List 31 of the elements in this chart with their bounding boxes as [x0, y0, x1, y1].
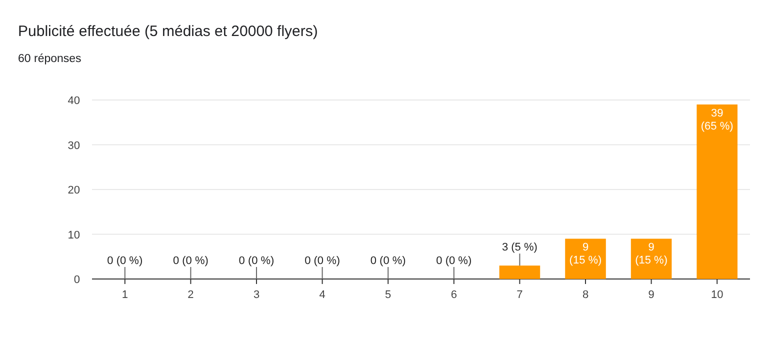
y-tick-label: 40 — [68, 95, 80, 107]
x-tick-label: 8 — [582, 289, 589, 301]
x-tick-label: 1 — [122, 289, 128, 301]
x-tick-label: 5 — [385, 289, 392, 301]
data-label: 0 (0 %) — [238, 255, 274, 267]
data-label: 39 (65 %) — [700, 107, 734, 132]
data-label: 9 (15 %) — [569, 242, 602, 267]
bar — [565, 238, 606, 279]
y-tick-label: 10 — [68, 229, 80, 242]
y-tick-label: 0 — [74, 274, 80, 286]
x-tick-label: 3 — [253, 289, 260, 301]
data-label: 0 (0 %) — [436, 255, 472, 267]
data-label: 9 (15 %) — [635, 242, 668, 267]
data-label: 0 (0 %) — [304, 255, 340, 267]
bar — [630, 238, 672, 279]
data-label: 0 (0 %) — [172, 255, 208, 267]
bar — [499, 266, 540, 279]
data-label: 3 (5 %) — [502, 242, 538, 254]
x-tick-label: 4 — [319, 289, 326, 301]
data-label: 0 (0 %) — [107, 255, 143, 267]
chart-title: Publicité effectuée (5 médias et 20000 flyers) — [18, 23, 318, 40]
x-tick-label: 6 — [450, 289, 457, 301]
y-tick-label: 30 — [68, 140, 80, 152]
bar — [696, 104, 738, 279]
y-tick-label: 20 — [68, 184, 80, 196]
chart-subtitle: 60 réponses — [18, 53, 82, 65]
x-tick-label: 7 — [516, 289, 523, 301]
x-tick-label: 2 — [188, 289, 194, 301]
x-tick-label: 10 — [710, 289, 724, 301]
x-tick-label: 9 — [648, 289, 654, 301]
data-label: 0 (0 %) — [370, 255, 406, 267]
